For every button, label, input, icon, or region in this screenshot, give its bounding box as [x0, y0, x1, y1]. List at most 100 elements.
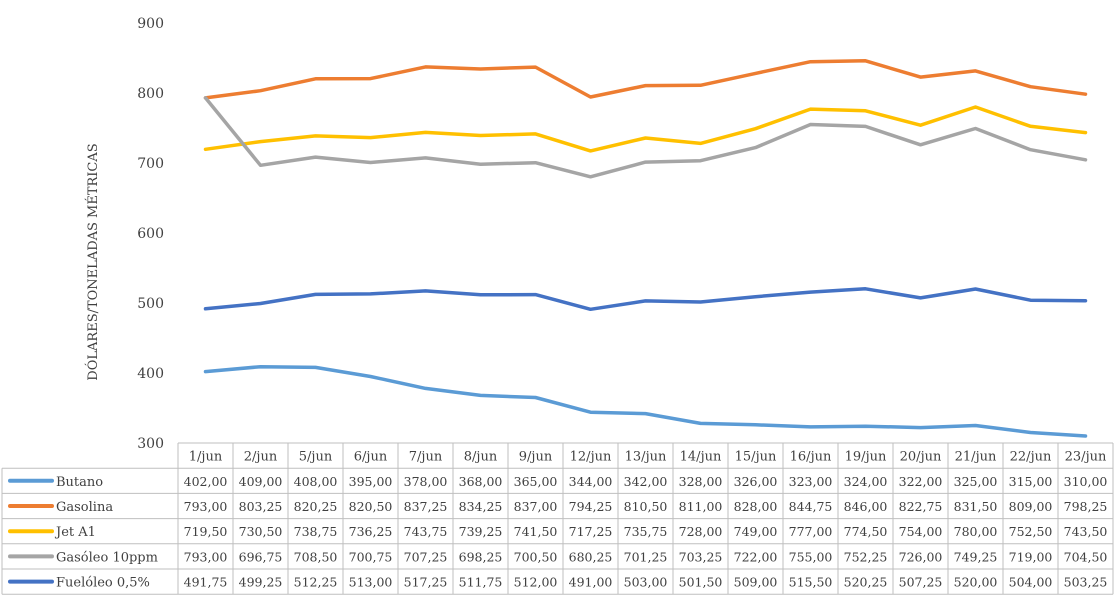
table-cell: 728,00: [679, 524, 723, 539]
table-cell: 328,00: [679, 474, 723, 489]
table-cell: 511,75: [459, 575, 503, 590]
table-cell: 793,00: [184, 499, 228, 514]
table-cell: 501,50: [679, 575, 723, 590]
table-cell: 395,00: [349, 474, 393, 489]
x-tick-label: 19/jun: [845, 450, 887, 465]
table-cell: 837,25: [404, 499, 448, 514]
table-cell: 822,75: [899, 499, 943, 514]
table-cell: 736,25: [349, 524, 393, 539]
legend-label: Jet A1: [54, 525, 96, 540]
table-cell: 793,00: [184, 549, 228, 564]
table-cell: 743,75: [404, 524, 448, 539]
table-cell: 408,00: [294, 474, 338, 489]
x-tick-label: 5/jun: [299, 450, 333, 465]
table-cell: 777,00: [789, 524, 833, 539]
table-cell: 798,25: [1064, 499, 1108, 514]
table-cell: 310,00: [1064, 474, 1108, 489]
table-cell: 378,00: [404, 474, 448, 489]
series-line: [203, 105, 1088, 153]
data-table: 1/jun 2/jun 5/jun 6/jun 7/jun 8/jun 9/jun 12/ju…: [1, 442, 1114, 595]
table-cell: 749,25: [954, 549, 998, 564]
x-tick-label: 16/jun: [790, 450, 832, 465]
plot-area: [203, 59, 1088, 438]
table-cell: 512,00: [514, 575, 558, 590]
table-cell: 499,25: [239, 575, 283, 590]
table-cell: 717,25: [569, 524, 613, 539]
x-tick-label: 23/jun: [1065, 450, 1107, 465]
table-cell: 365,00: [514, 474, 558, 489]
table-cell: 743,50: [1064, 524, 1108, 539]
table-cell: 828,00: [734, 499, 778, 514]
table-cell: 704,50: [1064, 549, 1108, 564]
table-cell: 837,00: [514, 499, 558, 514]
table-cell: 520,00: [954, 575, 998, 590]
table-cell: 811,00: [679, 499, 723, 514]
table-cell: 726,00: [899, 549, 943, 564]
table-cell: 739,25: [459, 524, 503, 539]
series-line: [203, 364, 1088, 438]
x-tick-label: 12/jun: [570, 450, 612, 465]
table-cell: 738,75: [294, 524, 338, 539]
table-cell: 707,25: [404, 549, 448, 564]
x-tick-label: 2/jun: [244, 450, 278, 465]
legend-label: Fuelóleo 0,5%: [56, 576, 150, 591]
table-cell: 503,25: [1064, 575, 1108, 590]
table-cell: 780,00: [954, 524, 998, 539]
y-tick-label: 800: [137, 86, 164, 102]
table-cell: 520,25: [844, 575, 888, 590]
x-tick-label: 6/jun: [354, 450, 388, 465]
table-cell: 409,00: [239, 474, 283, 489]
table-cell: 794,25: [569, 499, 613, 514]
table-cell: 754,00: [899, 524, 943, 539]
y-tick-label: 600: [137, 226, 164, 242]
table-cell: 324,00: [844, 474, 888, 489]
y-tick-label: 400: [137, 366, 164, 382]
table-cell: 491,75: [184, 575, 228, 590]
table-cell: 752,50: [1009, 524, 1053, 539]
table-cell: 719,50: [184, 524, 228, 539]
table-cell: 513,00: [349, 575, 393, 590]
table-cell: 809,00: [1009, 499, 1053, 514]
x-tick-label: 8/jun: [464, 450, 498, 465]
y-axis-label: DÓLARES/TONELADAS MÉTRICAS: [84, 143, 101, 380]
table-cell: 846,00: [844, 499, 888, 514]
table-cell: 820,25: [294, 499, 338, 514]
table-cell: 315,00: [1009, 474, 1053, 489]
table-cell: 503,00: [624, 575, 668, 590]
table-cell: 722,00: [734, 549, 778, 564]
table-cell: 834,25: [459, 499, 503, 514]
table-cell: 730,50: [239, 524, 283, 539]
x-tick-label: 22/jun: [1010, 450, 1052, 465]
table-cell: 749,00: [734, 524, 778, 539]
table-cell: 517,25: [404, 575, 448, 590]
table-cell: 810,50: [624, 499, 668, 514]
y-tick-label: 900: [137, 16, 164, 32]
table-cell: 696,75: [239, 549, 283, 564]
series-line: [203, 96, 1088, 179]
table-cell: 703,25: [679, 549, 723, 564]
table-cell: 774,50: [844, 524, 888, 539]
x-tick-label: 1/jun: [189, 450, 223, 465]
table-cell: 368,00: [459, 474, 503, 489]
table-cell: 322,00: [899, 474, 943, 489]
y-tick-label: 300: [137, 436, 164, 452]
table-cell: 701,25: [624, 549, 668, 564]
table-cell: 755,00: [789, 549, 833, 564]
x-tick-label: 15/jun: [735, 450, 777, 465]
table-cell: 844,75: [789, 499, 833, 514]
table-cell: 504,00: [1009, 575, 1053, 590]
table-cell: 698,25: [459, 549, 503, 564]
table-cell: 326,00: [734, 474, 778, 489]
y-tick-label: 500: [137, 296, 164, 312]
table-cell: 509,00: [734, 575, 778, 590]
table-cell: 803,25: [239, 499, 283, 514]
table-cell: 507,25: [899, 575, 943, 590]
table-cell: 831,50: [954, 499, 998, 514]
table-cell: 820,50: [349, 499, 393, 514]
table-cell: 700,75: [349, 549, 393, 564]
x-tick-label: 14/jun: [680, 450, 722, 465]
y-axis: 300 400 500 600 700 800 900: [137, 16, 164, 452]
table-cell: 402,00: [184, 474, 228, 489]
x-tick-label: 13/jun: [625, 450, 667, 465]
